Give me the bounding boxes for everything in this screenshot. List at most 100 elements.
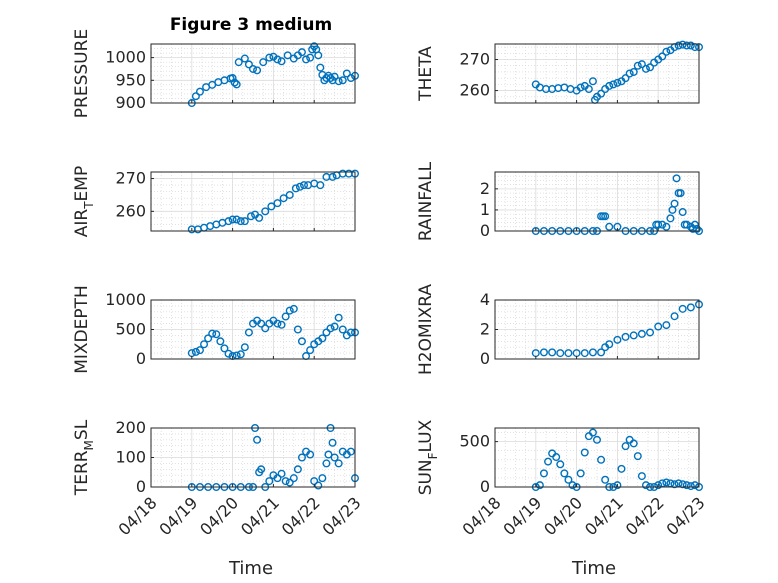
y-tick-label: 0 <box>136 477 146 496</box>
data-point <box>686 482 695 491</box>
y-tick-label: 270 <box>459 50 490 69</box>
data-point <box>629 331 638 340</box>
data-point <box>682 41 691 50</box>
y-axis-label: H2OMIXRA <box>416 284 436 375</box>
data-point <box>346 447 355 456</box>
data-point <box>621 442 630 451</box>
y-axis-label: THETA <box>416 46 436 102</box>
data-point <box>564 475 573 484</box>
data-point <box>613 335 622 344</box>
data-point <box>597 455 606 464</box>
data-point <box>654 322 663 331</box>
data-point <box>568 481 577 490</box>
data-point <box>273 199 282 208</box>
axes-box <box>150 171 356 232</box>
data-point <box>593 435 602 444</box>
data-point <box>244 328 253 337</box>
pressure-panel: 900 950 1000 PRESSURE <box>72 29 360 118</box>
y-tick-label: 100 <box>115 448 146 467</box>
data-point <box>654 481 663 490</box>
data-point <box>255 213 264 222</box>
data-point <box>253 66 262 75</box>
data-point <box>666 214 675 223</box>
data-point <box>670 199 679 208</box>
data-point <box>220 344 229 353</box>
data-point <box>224 217 233 226</box>
x-tick-label: 04/19 <box>155 493 201 539</box>
axes-box <box>494 427 700 488</box>
data-point <box>330 322 339 331</box>
data-point <box>646 63 655 72</box>
data-point <box>281 477 290 486</box>
data-point <box>613 481 622 490</box>
data-point <box>662 321 671 330</box>
data-point <box>281 312 290 321</box>
data-point <box>277 469 286 478</box>
data-point <box>662 222 671 231</box>
x-axis-label-left: Time <box>228 558 273 579</box>
data-point <box>273 319 282 328</box>
data-point <box>334 77 343 86</box>
data-point <box>204 334 213 343</box>
y-tick-label: 0 <box>136 349 146 368</box>
data-point <box>564 349 573 358</box>
data-point <box>629 439 638 448</box>
x-tick-label: 04/23 <box>319 493 365 539</box>
data-point <box>588 348 597 357</box>
y-axis-label: PRESSURE <box>72 29 92 118</box>
data-point <box>580 349 589 358</box>
y-tick-label: 2 <box>480 320 490 339</box>
data-point <box>265 477 274 486</box>
data-point <box>588 428 597 437</box>
data-point <box>629 67 638 76</box>
data-point <box>248 64 257 73</box>
x-tick-label: 04/20 <box>196 493 242 539</box>
data-point <box>208 329 217 338</box>
data-point <box>236 350 245 359</box>
data-point <box>195 346 204 355</box>
x-tick-label: 04/18 <box>115 493 161 539</box>
data-point <box>318 474 327 483</box>
data-point <box>224 349 233 358</box>
h2o-mixing-ratio-panel: 0 2 4 H2OMIXRA <box>416 284 704 375</box>
plot-area <box>151 172 355 231</box>
data-point <box>267 202 276 211</box>
data-point <box>637 60 646 69</box>
data-point <box>295 182 304 191</box>
data-point <box>240 217 249 226</box>
data-point <box>244 60 253 69</box>
x-tick-label: 04/21 <box>581 493 627 539</box>
data-point <box>285 478 294 487</box>
data-point <box>597 89 606 98</box>
data-point <box>613 78 622 87</box>
data-point <box>597 348 606 357</box>
y-tick-label: 0 <box>480 221 490 240</box>
x-tick-label: 04/23 <box>663 493 709 539</box>
data-point <box>637 472 646 481</box>
data-point <box>293 325 302 334</box>
data-point <box>291 184 300 193</box>
data-point <box>625 69 634 78</box>
data-point <box>232 215 241 224</box>
data-point <box>670 480 679 489</box>
data-point <box>200 340 209 349</box>
y-tick-label: 1 <box>480 200 490 219</box>
y-axis-label: AIRTEMP <box>72 166 96 237</box>
data-point <box>535 481 544 490</box>
data-point <box>232 80 241 89</box>
y-tick-label: 900 <box>115 93 146 112</box>
data-point <box>678 304 687 313</box>
data-point <box>259 58 268 67</box>
y-axis-label: RAINFALL <box>416 161 436 241</box>
data-point <box>191 347 200 356</box>
data-point <box>322 459 331 468</box>
data-point <box>670 312 679 321</box>
data-point <box>265 53 274 62</box>
data-point <box>658 52 667 61</box>
data-point <box>330 453 339 462</box>
data-point <box>346 328 355 337</box>
y-axis-label: MIXDEPTH <box>72 285 92 374</box>
data-point <box>646 328 655 337</box>
data-point <box>300 181 309 190</box>
